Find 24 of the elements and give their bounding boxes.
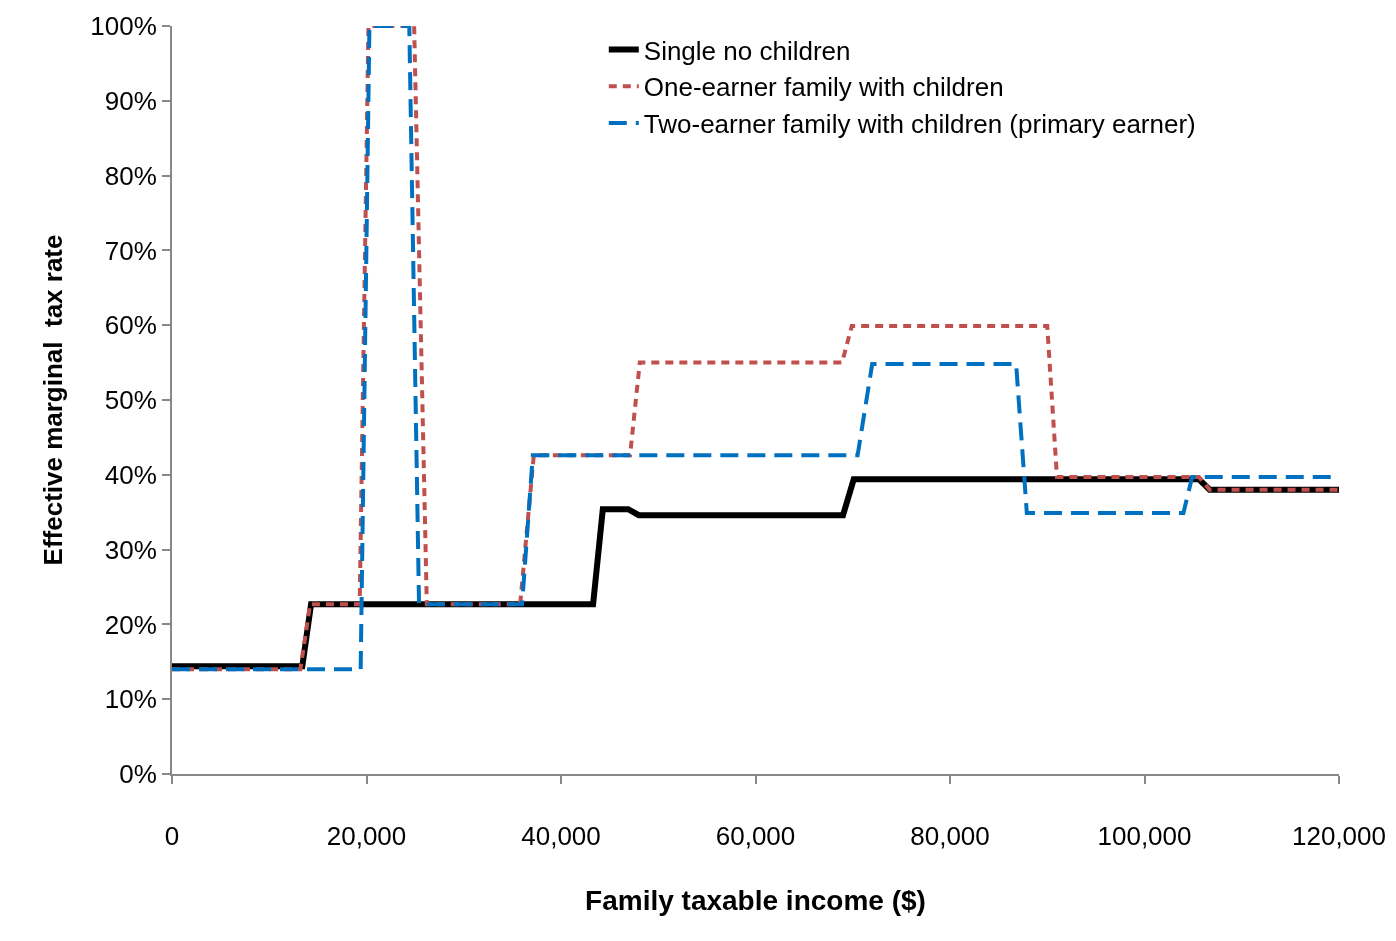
y-axis-title: Effective marginal tax rate — [38, 234, 69, 566]
legend-label: Single no children — [643, 35, 851, 66]
x-axis-title: Family taxable income ($) — [585, 884, 926, 916]
y-tick-label: 90% — [104, 85, 157, 116]
x-tick-label: 0 — [164, 821, 180, 852]
legend-label: Two-earner family with children (primary earner) — [643, 109, 1196, 140]
legend-label: One-earner family with children — [643, 72, 1004, 103]
x-tick-label: 100,000 — [1097, 821, 1192, 852]
x-tick-label: 120,000 — [1292, 821, 1386, 852]
x-tick-label: 80,000 — [910, 821, 990, 852]
y-tick-label: 60% — [104, 310, 157, 341]
y-tick-label: 70% — [104, 235, 157, 266]
y-tick-label: 30% — [104, 534, 157, 565]
x-tick-label: 60,000 — [715, 821, 796, 852]
y-tick-label: 100% — [90, 11, 157, 42]
x-tick-label: 40,000 — [521, 821, 601, 852]
y-tick-label: 50% — [104, 385, 157, 416]
y-tick-label: 10% — [104, 684, 157, 715]
y-tick-label: 20% — [104, 609, 157, 640]
y-tick-label: 80% — [104, 160, 157, 191]
x-tick-label: 20,000 — [326, 821, 407, 852]
y-tick-label: 0% — [119, 759, 157, 790]
y-tick-label: 40% — [104, 459, 157, 490]
line-series — [172, 26, 1339, 672]
